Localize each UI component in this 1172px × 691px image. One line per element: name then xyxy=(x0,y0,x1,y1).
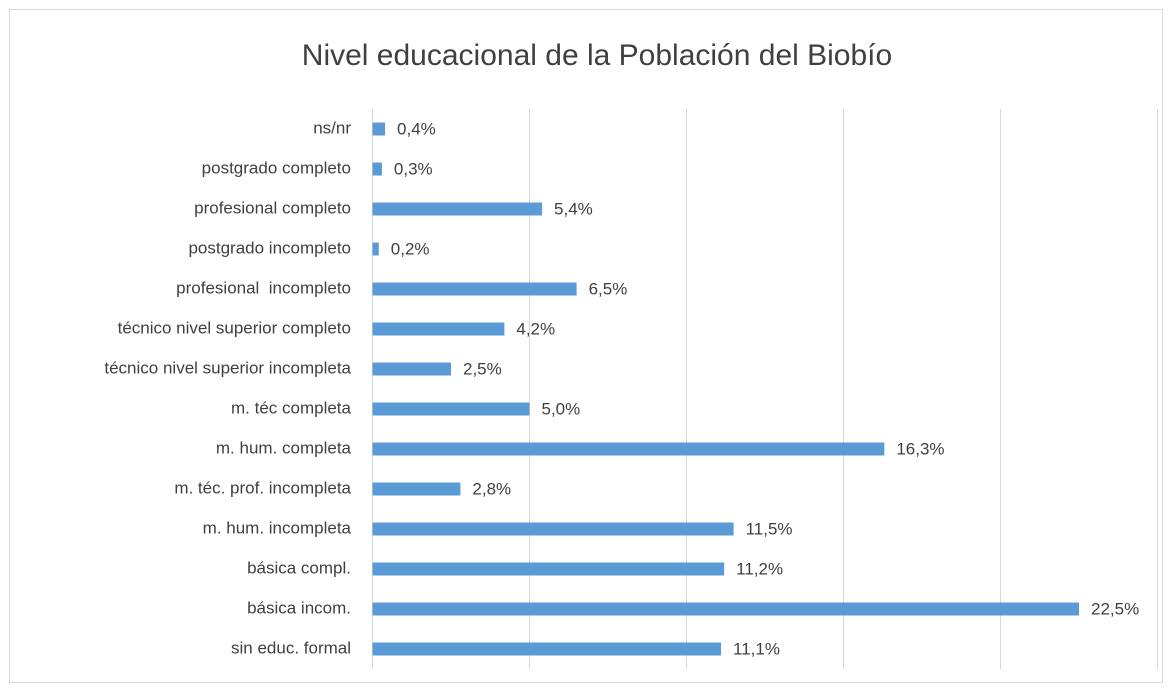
y-tick-label: postgrado incompleto xyxy=(188,238,351,257)
data-label: 2,8% xyxy=(472,479,511,498)
chart-border xyxy=(9,9,1163,683)
data-label: 4,2% xyxy=(516,319,555,338)
data-label: 16,3% xyxy=(896,439,944,458)
data-label: 0,3% xyxy=(394,159,433,178)
bar xyxy=(372,362,451,376)
data-label: 2,5% xyxy=(463,359,502,378)
data-label: 11,2% xyxy=(736,559,783,578)
data-label: 0,2% xyxy=(391,239,430,258)
y-tick-label: sin educ. formal xyxy=(231,638,351,657)
data-label: 22,5% xyxy=(1091,599,1139,618)
bar xyxy=(372,602,1079,616)
data-label: 6,5% xyxy=(589,279,628,298)
data-label: 0,4% xyxy=(397,119,436,138)
data-label: 11,5% xyxy=(746,519,793,538)
y-tick-label: ns/nr xyxy=(313,118,351,137)
y-tick-label: m. téc. prof. incompleta xyxy=(174,478,351,497)
data-label: 5,0% xyxy=(542,399,581,418)
data-label: 5,4% xyxy=(554,199,593,218)
bar xyxy=(372,642,722,656)
bar xyxy=(372,242,379,256)
y-tick-label: básica compl. xyxy=(247,558,351,577)
bar xyxy=(372,282,577,296)
data-label: 11,1% xyxy=(733,639,780,658)
y-tick-label: técnico nivel superior incompleta xyxy=(104,358,351,377)
y-tick-label: técnico nivel superior completo xyxy=(118,318,351,337)
y-tick-label: profesional completo xyxy=(194,198,351,217)
y-tick-label: m. téc completa xyxy=(231,398,352,417)
y-tick-label: m. hum. completa xyxy=(216,438,352,457)
bar xyxy=(372,202,543,216)
chart-title: Nivel educacional de la Población del Bi… xyxy=(302,39,892,72)
y-tick-label: básica incom. xyxy=(247,598,351,617)
bar xyxy=(372,482,461,496)
y-tick-label: profesional incompleto xyxy=(176,278,351,297)
y-tick-label: m. hum. incompleta xyxy=(203,518,352,537)
bar xyxy=(372,122,386,136)
bar xyxy=(372,522,734,536)
bar xyxy=(372,322,505,336)
bar xyxy=(372,162,382,176)
bar xyxy=(372,442,885,456)
bar xyxy=(372,562,725,576)
bar xyxy=(372,402,530,416)
y-tick-label: postgrado completo xyxy=(202,158,351,177)
